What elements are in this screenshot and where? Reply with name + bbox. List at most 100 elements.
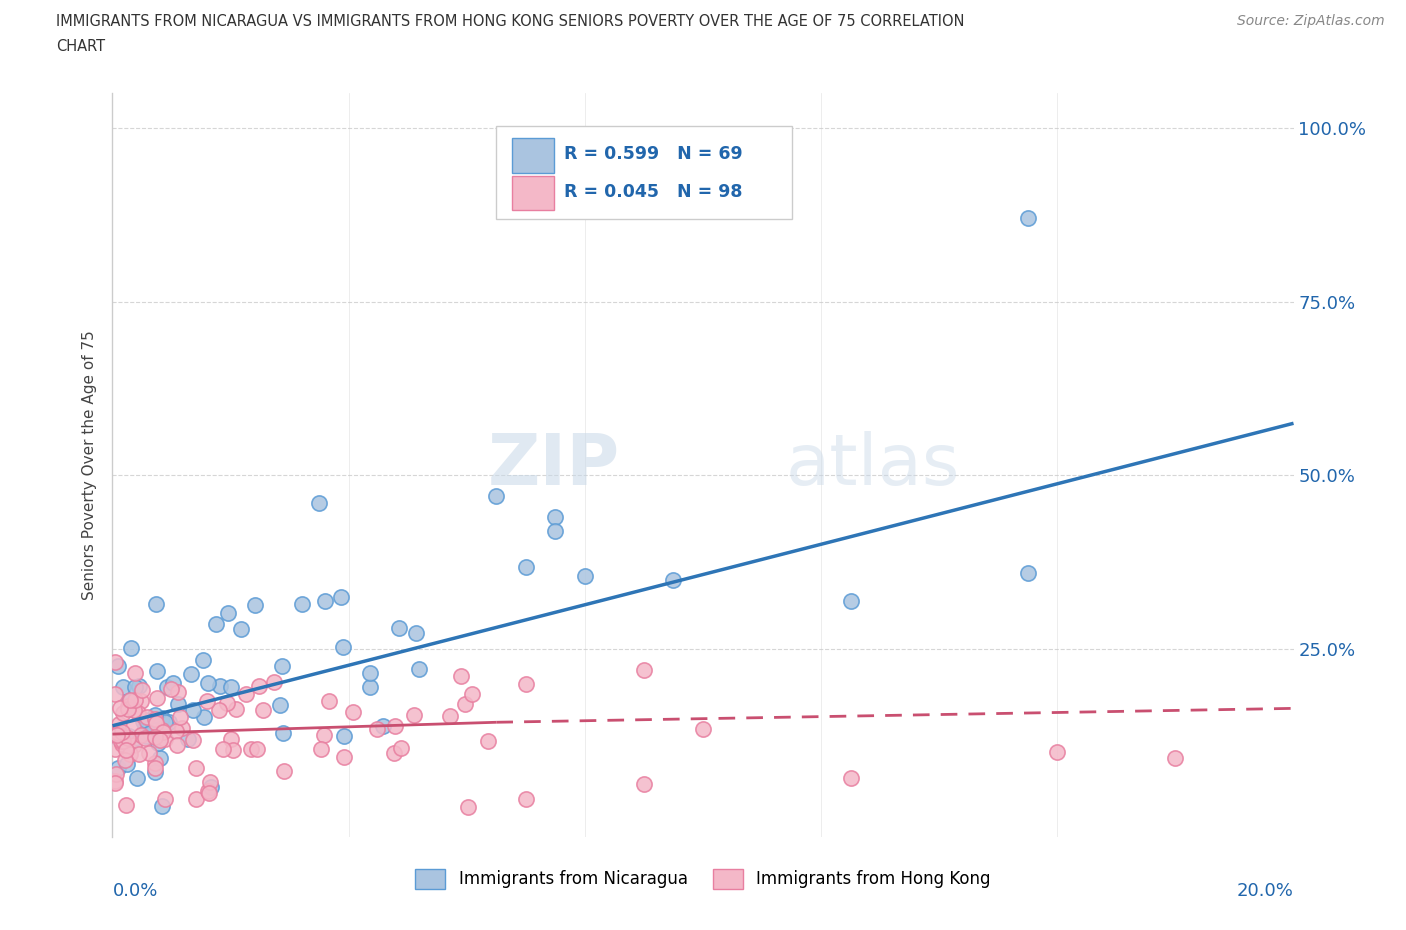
Point <box>662 572 685 587</box>
Point <box>839 593 862 608</box>
Point <box>208 702 231 717</box>
Point <box>205 617 228 631</box>
Point <box>155 732 177 747</box>
Point <box>408 661 430 676</box>
Point <box>166 737 188 752</box>
Point <box>166 697 188 711</box>
Point <box>181 702 204 717</box>
Point <box>143 755 166 770</box>
Point <box>371 718 394 733</box>
Text: R = 0.045   N = 98: R = 0.045 N = 98 <box>564 183 742 201</box>
Point <box>118 694 141 709</box>
Point <box>117 739 139 754</box>
Point <box>117 701 139 716</box>
Y-axis label: Seniors Poverty Over the Age of 75: Seniors Poverty Over the Age of 75 <box>82 330 97 600</box>
Text: ZIP: ZIP <box>488 431 620 499</box>
Point <box>129 728 152 743</box>
Point <box>124 731 146 746</box>
Point <box>143 712 166 727</box>
Point <box>122 702 145 717</box>
Point <box>839 770 862 785</box>
Point <box>405 625 427 640</box>
Point <box>107 725 129 740</box>
Point <box>389 741 412 756</box>
Point <box>366 722 388 737</box>
Point <box>200 779 222 794</box>
Point <box>333 728 356 743</box>
Point <box>143 764 166 779</box>
Point <box>291 596 314 611</box>
Point <box>314 593 336 608</box>
Point <box>169 710 191 724</box>
Point <box>1017 211 1039 226</box>
Point <box>384 719 406 734</box>
Point <box>104 686 127 701</box>
Point <box>112 734 135 749</box>
Point <box>146 663 169 678</box>
Point <box>692 722 714 737</box>
Point <box>247 679 270 694</box>
Point <box>128 747 150 762</box>
Point <box>186 791 208 806</box>
Point <box>139 725 162 740</box>
Point <box>134 719 156 734</box>
Point <box>104 776 127 790</box>
Point <box>269 698 291 712</box>
Point <box>122 720 145 735</box>
Point <box>197 783 219 798</box>
Point <box>118 728 141 743</box>
Point <box>235 686 257 701</box>
Point <box>104 774 127 789</box>
Point <box>215 696 238 711</box>
Point <box>167 684 190 699</box>
FancyBboxPatch shape <box>512 176 554 210</box>
Point <box>104 742 127 757</box>
Point <box>197 786 219 801</box>
Point <box>134 712 156 727</box>
Point <box>193 710 215 724</box>
Point <box>333 750 356 764</box>
Point <box>152 724 174 739</box>
Point <box>439 709 461 724</box>
Point <box>143 761 166 776</box>
Point <box>132 714 155 729</box>
Point <box>219 680 242 695</box>
Point <box>231 622 253 637</box>
Point <box>271 658 294 673</box>
Point <box>308 496 330 511</box>
Text: CHART: CHART <box>56 39 105 54</box>
Point <box>110 733 132 748</box>
Point <box>150 723 173 737</box>
Point <box>271 725 294 740</box>
Point <box>143 729 166 744</box>
Point <box>124 692 146 707</box>
Point <box>145 597 167 612</box>
Point <box>146 690 169 705</box>
Point <box>131 694 153 709</box>
Point <box>122 737 145 752</box>
Point <box>633 777 655 791</box>
Point <box>195 693 218 708</box>
Point <box>111 706 134 721</box>
Point <box>148 735 170 750</box>
Point <box>332 640 354 655</box>
Point <box>118 692 141 707</box>
Point <box>111 724 134 739</box>
Point <box>107 760 129 775</box>
Point <box>191 653 214 668</box>
Point <box>457 799 479 814</box>
Point <box>120 641 142 656</box>
Point <box>131 683 153 698</box>
Point <box>318 694 340 709</box>
Text: Source: ZipAtlas.com: Source: ZipAtlas.com <box>1237 14 1385 28</box>
Point <box>252 702 274 717</box>
Point <box>309 742 332 757</box>
Point <box>136 710 159 724</box>
Point <box>108 701 131 716</box>
Point <box>312 728 335 743</box>
FancyBboxPatch shape <box>496 126 792 219</box>
Point <box>342 704 364 719</box>
Text: 20.0%: 20.0% <box>1237 882 1294 899</box>
Point <box>450 669 472 684</box>
Point <box>114 798 136 813</box>
